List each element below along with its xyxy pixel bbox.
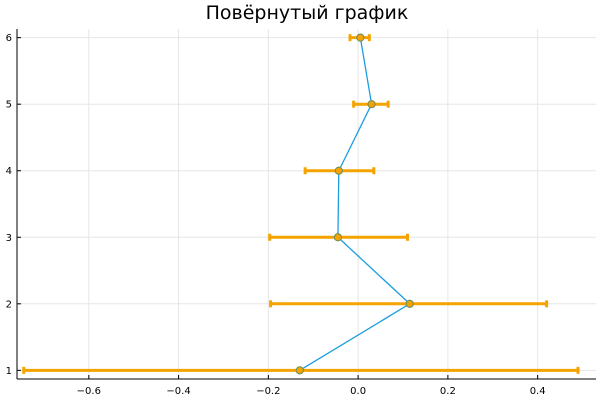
y-tick-label: 3 — [6, 233, 12, 244]
line-layer — [299, 37, 411, 371]
data-point — [295, 366, 304, 375]
errorbar-layer — [22, 34, 580, 374]
y-tick-label: 5 — [6, 100, 12, 111]
grid-layer — [17, 29, 596, 379]
data-point — [333, 233, 343, 242]
axes-layer — [16, 29, 596, 380]
y-tick-label: 4 — [6, 166, 12, 177]
x-tick-label: −0.4 — [166, 386, 190, 397]
data-point — [356, 33, 365, 42]
y-tick-label: 6 — [6, 33, 12, 44]
x-tick-label: 0.2 — [440, 386, 456, 397]
x-tick-label: −0.2 — [256, 386, 280, 397]
x-tick-label: −0.6 — [77, 386, 101, 397]
data-point — [405, 299, 414, 308]
x-tick-label: 0.4 — [530, 386, 546, 397]
x-tick-label: 0.0 — [350, 386, 366, 397]
y-tick-label: 1 — [6, 366, 12, 377]
chart-title: Повёрнутый график — [206, 2, 409, 24]
series-line — [299, 37, 411, 371]
data-point — [367, 100, 376, 109]
data-point — [334, 166, 343, 175]
tick-label-layer: −0.6 −0.4 −0.2 0.0 0.2 0.4 1 2 3 4 5 6 — [6, 33, 546, 397]
marker-layer — [295, 33, 414, 375]
y-tick-label: 2 — [6, 299, 12, 310]
